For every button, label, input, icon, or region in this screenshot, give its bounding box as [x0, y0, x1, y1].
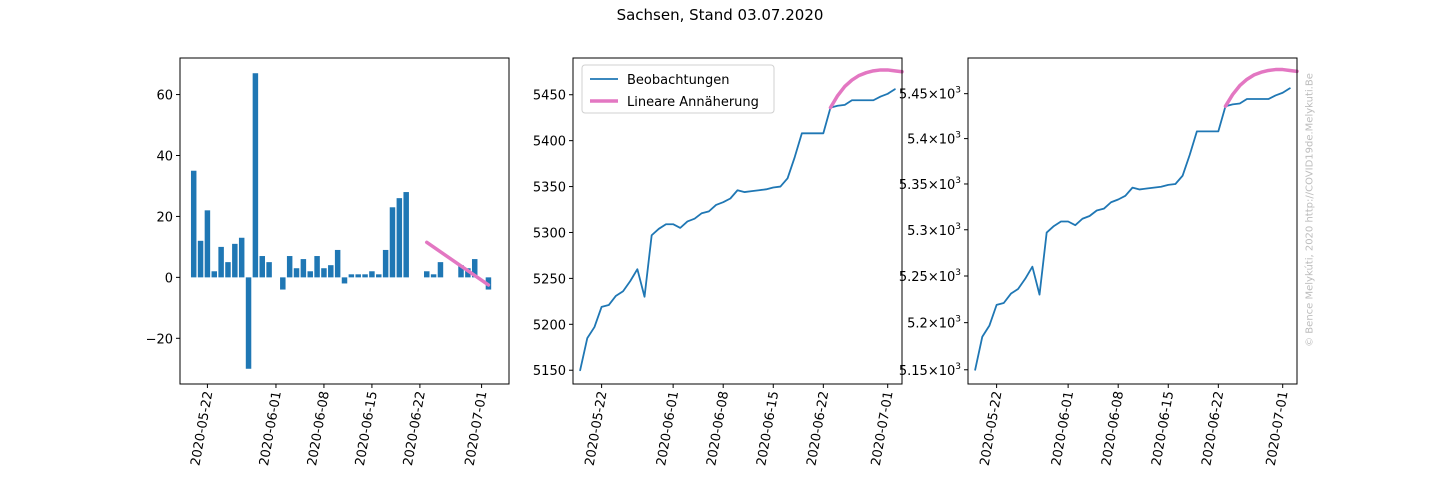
bar: [430, 274, 437, 278]
bar: [252, 73, 259, 278]
x-tick-label: 2020-06-01: [257, 390, 285, 467]
bar: [232, 243, 238, 278]
y-tick-label: 5.2×103: [907, 315, 961, 332]
plot-frame: [179, 57, 510, 385]
x-tick-label: 2020-06-22: [401, 390, 429, 467]
bar: [245, 277, 252, 369]
bar: [307, 271, 313, 278]
bar: [424, 271, 430, 278]
bar: [321, 268, 327, 278]
bar: [204, 210, 211, 278]
bar: [218, 246, 224, 278]
bar: [396, 198, 403, 278]
bar: [286, 256, 293, 278]
bar: [437, 262, 444, 278]
x-tick-label: 2020-06-15: [1149, 390, 1177, 467]
legend-box: [581, 64, 775, 114]
x-tick-label: 2020-06-08: [1099, 390, 1127, 467]
y-tick-label: 5400: [533, 135, 566, 150]
bar: [314, 256, 320, 278]
trend-line: [425, 240, 491, 287]
x-tick-label: 2020-06-01: [654, 390, 682, 467]
figure-title: Sachsen, Stand 03.07.2020: [616, 6, 824, 24]
cumulative-line-chart: 5150 5200 5250 5300 5350 5400 5450 2020-05-22 20…: [533, 57, 904, 467]
cumulative-log-line-chart: 5.15×103 5.2×103 5.25×103 5.3×103 5.35×103 5.…: [899, 57, 1299, 467]
bar: [266, 262, 272, 278]
y-tick-label: 5.45×103: [899, 86, 961, 103]
y-tick-label: 5450: [533, 89, 566, 104]
legend-label: Lineare Annäherung: [627, 95, 759, 110]
x-tick-label: 2020-07-01: [1264, 390, 1292, 467]
y-tick-label: 5350: [533, 181, 566, 196]
series-line-observations: [579, 88, 896, 372]
x-tick-label: 2020-06-15: [754, 390, 782, 467]
bar: [458, 265, 464, 278]
bar: [300, 259, 307, 278]
bar: [259, 256, 265, 278]
y-tick-label: 5150: [533, 364, 566, 379]
series-line-observations: [974, 87, 1291, 371]
y-tick-label: 40: [156, 149, 173, 164]
y-tick-label: 5.4×103: [907, 131, 961, 148]
plot-frame: [967, 57, 1298, 385]
bar: [197, 240, 204, 278]
x-tick-label: 2020-07-01: [463, 390, 491, 467]
bar: [348, 274, 355, 278]
y-tick-label: −20: [146, 332, 173, 347]
x-tick-label: 2020-05-22: [978, 390, 1006, 467]
bar: [362, 274, 368, 278]
y-tick-label: 5250: [533, 272, 566, 287]
bar: [238, 237, 245, 278]
copyright-watermark: © Bence Melykúti, 2020 http://COVID19de.…: [1304, 73, 1316, 347]
y-tick-label: 5.35×103: [899, 176, 961, 193]
plot-frame: [572, 57, 903, 385]
bar: [355, 274, 361, 278]
y-tick-label: 60: [156, 89, 173, 104]
bar: [369, 271, 375, 278]
bar: [382, 249, 389, 278]
x-tick-label: 2020-07-01: [869, 390, 897, 467]
bar: [293, 268, 300, 278]
bar: [471, 259, 478, 278]
x-tick-label: 2020-06-08: [305, 390, 333, 467]
x-tick-label: 2020-05-22: [583, 390, 611, 467]
bar: [389, 207, 396, 278]
bar: [280, 277, 286, 290]
y-tick-label: 20: [156, 210, 173, 225]
series-line-fit: [828, 68, 904, 110]
series-line-fit: [1223, 67, 1299, 108]
bar: [225, 262, 231, 278]
bar: [376, 274, 382, 278]
daily-change-bar-chart: −20 0 20 40 60 2020-05-22 2020-06-01 2020-06-08…: [146, 57, 510, 467]
y-tick-label: 5200: [533, 318, 566, 333]
x-tick-label: 2020-06-22: [804, 390, 832, 467]
y-tick-label: 5.25×103: [899, 268, 961, 285]
y-tick-label: 5.15×103: [899, 362, 961, 379]
bar: [190, 170, 197, 278]
y-tick-label: 5.3×103: [907, 222, 961, 239]
x-tick-label: 2020-05-22: [188, 390, 216, 467]
bar: [211, 271, 218, 278]
bar: [341, 277, 348, 284]
bar: [403, 192, 409, 278]
bar: [334, 249, 341, 278]
y-tick-label: 5300: [533, 226, 566, 241]
bar: [328, 265, 334, 278]
x-tick-label: 2020-06-01: [1049, 390, 1077, 467]
legend-label: Beobachtungen: [627, 73, 730, 88]
x-tick-label: 2020-06-08: [704, 390, 732, 467]
x-tick-label: 2020-06-15: [353, 390, 381, 467]
x-tick-label: 2020-06-22: [1199, 390, 1227, 467]
y-tick-label: 0: [165, 271, 173, 286]
